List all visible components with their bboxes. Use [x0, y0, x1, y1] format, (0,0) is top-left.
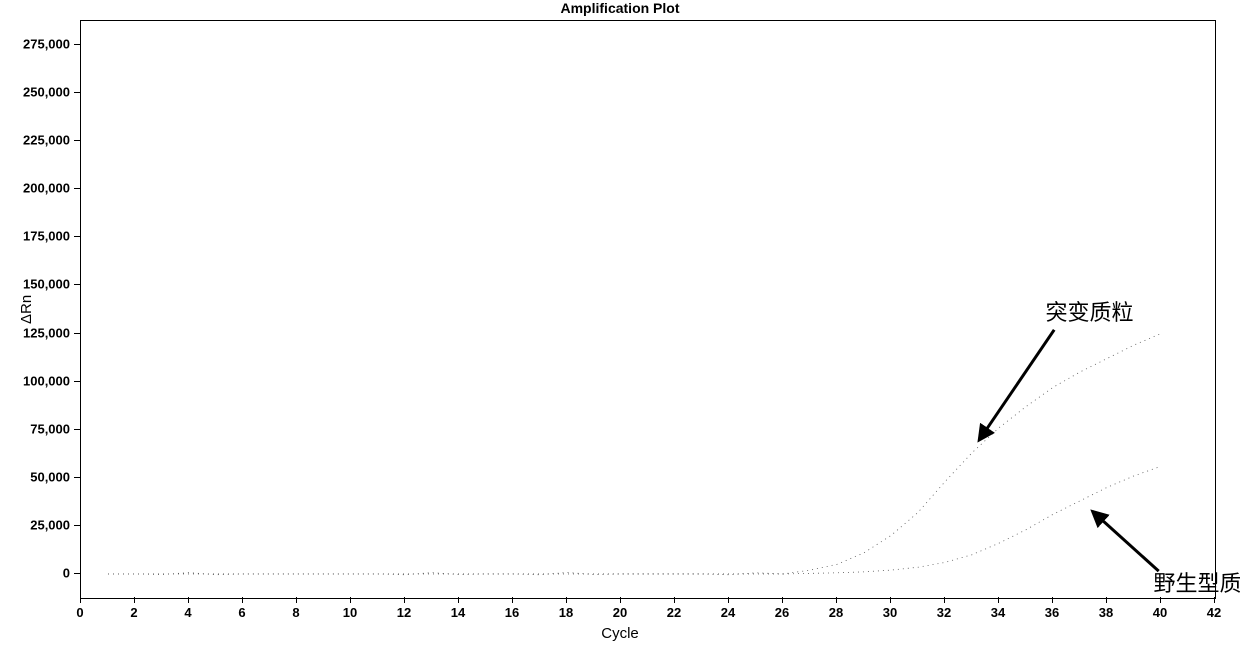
chart-container: Amplification Plot Cycle ΔRn 02468101214… [0, 0, 1240, 663]
y-tick-mark [74, 477, 80, 478]
x-tick-mark [782, 597, 783, 603]
x-tick-label: 10 [343, 605, 357, 620]
y-tick-mark [74, 140, 80, 141]
x-tick-label: 40 [1153, 605, 1167, 620]
y-tick-mark [74, 573, 80, 574]
y-tick-label: 225,000 [23, 133, 70, 148]
y-tick-mark [74, 188, 80, 189]
y-tick-mark [74, 92, 80, 93]
annotation-label-wildtype: 野生型质粒 [1154, 566, 1240, 598]
x-tick-mark [134, 597, 135, 603]
x-tick-label: 38 [1099, 605, 1113, 620]
x-tick-label: 26 [775, 605, 789, 620]
x-tick-label: 4 [184, 605, 191, 620]
x-tick-mark [242, 597, 243, 603]
x-tick-mark [188, 597, 189, 603]
y-tick-label: 125,000 [23, 325, 70, 340]
x-tick-label: 6 [238, 605, 245, 620]
x-tick-mark [1106, 597, 1107, 603]
y-tick-mark [74, 333, 80, 334]
x-tick-mark [404, 597, 405, 603]
x-tick-mark [566, 597, 567, 603]
y-tick-mark [74, 44, 80, 45]
y-tick-label: 275,000 [23, 37, 70, 52]
x-tick-mark [944, 597, 945, 603]
x-tick-mark [836, 597, 837, 603]
x-tick-label: 0 [76, 605, 83, 620]
y-tick-label: 200,000 [23, 181, 70, 196]
annotation-arrow-mutant [979, 330, 1054, 440]
y-tick-mark [74, 525, 80, 526]
x-tick-label: 30 [883, 605, 897, 620]
x-tick-mark [674, 597, 675, 603]
x-tick-label: 24 [721, 605, 735, 620]
annotation-label-mutant: 突变质粒 [1046, 295, 1134, 327]
x-tick-mark [1052, 597, 1053, 603]
y-tick-label: 0 [63, 565, 70, 580]
y-tick-label: 50,000 [30, 469, 70, 484]
x-tick-mark [998, 597, 999, 603]
x-tick-label: 28 [829, 605, 843, 620]
y-tick-mark [74, 429, 80, 430]
y-tick-label: 25,000 [30, 517, 70, 532]
y-tick-label: 250,000 [23, 85, 70, 100]
x-tick-label: 32 [937, 605, 951, 620]
y-tick-mark [74, 236, 80, 237]
x-tick-label: 18 [559, 605, 573, 620]
x-tick-mark [458, 597, 459, 603]
x-tick-label: 2 [130, 605, 137, 620]
x-tick-mark [728, 597, 729, 603]
x-tick-label: 16 [505, 605, 519, 620]
y-tick-label: 150,000 [23, 277, 70, 292]
x-tick-label: 20 [613, 605, 627, 620]
x-tick-label: 22 [667, 605, 681, 620]
annotation-arrow-wildtype [1093, 511, 1159, 571]
x-tick-label: 14 [451, 605, 465, 620]
x-tick-mark [80, 597, 81, 603]
x-tick-label: 34 [991, 605, 1005, 620]
y-tick-label: 175,000 [23, 229, 70, 244]
y-tick-mark [74, 381, 80, 382]
y-tick-label: 100,000 [23, 373, 70, 388]
x-tick-mark [512, 597, 513, 603]
x-tick-label: 12 [397, 605, 411, 620]
y-tick-mark [74, 284, 80, 285]
x-tick-mark [890, 597, 891, 603]
x-tick-label: 42 [1207, 605, 1221, 620]
y-tick-label: 75,000 [30, 421, 70, 436]
x-tick-label: 8 [292, 605, 299, 620]
annotation-svg [0, 0, 1240, 663]
x-tick-mark [350, 597, 351, 603]
x-tick-mark [296, 597, 297, 603]
x-tick-label: 36 [1045, 605, 1059, 620]
x-tick-mark [620, 597, 621, 603]
